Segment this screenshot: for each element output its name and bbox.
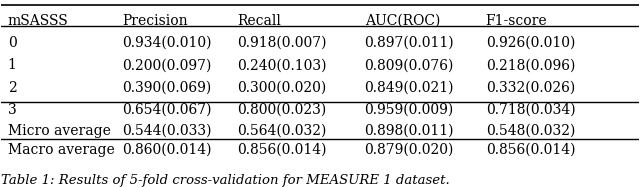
- Text: 0.218(0.096): 0.218(0.096): [486, 58, 575, 72]
- Text: 0.332(0.026): 0.332(0.026): [486, 81, 575, 95]
- Text: 0.654(0.067): 0.654(0.067): [122, 103, 212, 117]
- Text: mSASSS: mSASSS: [8, 13, 68, 27]
- Text: Recall: Recall: [237, 13, 281, 27]
- Text: 0.240(0.103): 0.240(0.103): [237, 58, 326, 72]
- Text: 0.200(0.097): 0.200(0.097): [122, 58, 212, 72]
- Text: 0.800(0.023): 0.800(0.023): [237, 103, 326, 117]
- Text: 0.918(0.007): 0.918(0.007): [237, 36, 326, 50]
- Text: Table 1: Results of 5-fold cross-validation for MEASURE 1 dataset.: Table 1: Results of 5-fold cross-validat…: [1, 174, 450, 187]
- Text: AUC(ROC): AUC(ROC): [365, 13, 440, 27]
- Text: 0.548(0.032): 0.548(0.032): [486, 124, 575, 138]
- Text: Micro average: Micro average: [8, 124, 111, 138]
- Text: 0.718(0.034): 0.718(0.034): [486, 103, 575, 117]
- Text: 0.934(0.010): 0.934(0.010): [122, 36, 212, 50]
- Text: 3: 3: [8, 103, 17, 117]
- Text: 1: 1: [8, 58, 17, 72]
- Text: 0.809(0.076): 0.809(0.076): [365, 58, 454, 72]
- Text: 0.300(0.020): 0.300(0.020): [237, 81, 326, 95]
- Text: 0.856(0.014): 0.856(0.014): [486, 143, 575, 157]
- Text: 0.926(0.010): 0.926(0.010): [486, 36, 575, 50]
- Text: 0.856(0.014): 0.856(0.014): [237, 143, 326, 157]
- Text: 0.898(0.011): 0.898(0.011): [365, 124, 454, 138]
- Text: 0.897(0.011): 0.897(0.011): [365, 36, 454, 50]
- Text: 0.544(0.033): 0.544(0.033): [122, 124, 212, 138]
- Text: 0.564(0.032): 0.564(0.032): [237, 124, 326, 138]
- Text: 0.849(0.021): 0.849(0.021): [365, 81, 454, 95]
- Text: 2: 2: [8, 81, 17, 95]
- Text: Macro average: Macro average: [8, 143, 115, 157]
- Text: 0.959(0.009): 0.959(0.009): [365, 103, 454, 117]
- Text: Precision: Precision: [122, 13, 188, 27]
- Text: 0.860(0.014): 0.860(0.014): [122, 143, 212, 157]
- Text: 0: 0: [8, 36, 17, 50]
- Text: F1-score: F1-score: [486, 13, 547, 27]
- Text: 0.390(0.069): 0.390(0.069): [122, 81, 212, 95]
- Text: 0.879(0.020): 0.879(0.020): [365, 143, 454, 157]
